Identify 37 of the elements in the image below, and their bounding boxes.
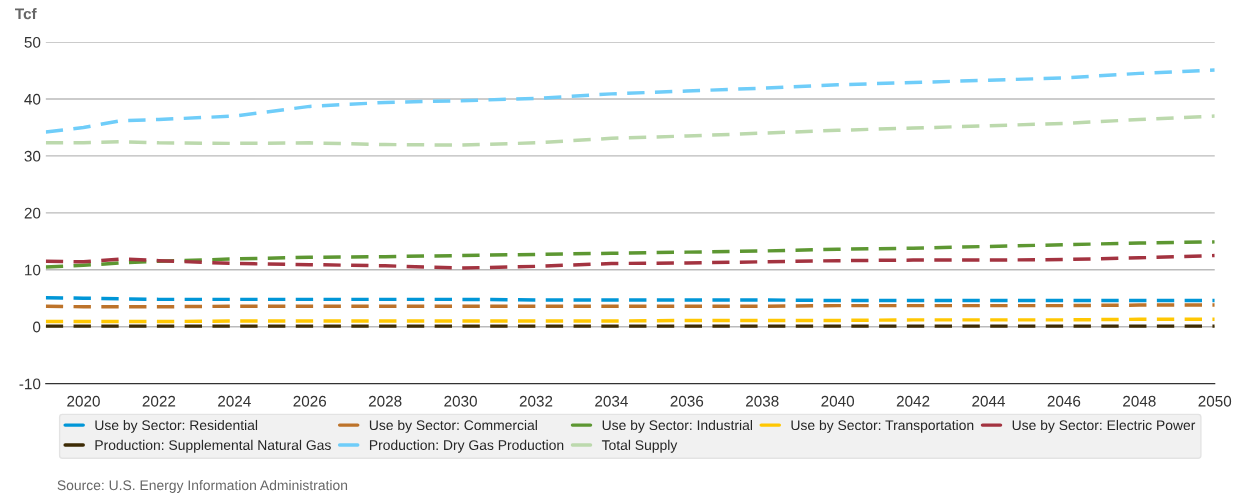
y-tick-label: 30 — [24, 150, 41, 162]
x-tick-label: 2048 — [1123, 395, 1156, 407]
y-tick-label: -10 — [19, 378, 41, 390]
x-tick-label: 2030 — [444, 395, 477, 407]
x-tick-label: 2026 — [293, 395, 327, 407]
x-tick-label: 2044 — [972, 395, 1006, 407]
y-tick-label: 20 — [24, 207, 41, 219]
x-tick-label: 2038 — [746, 395, 779, 407]
line-series — [45, 253, 1215, 270]
y-axis-title: Tcf — [15, 8, 37, 20]
legend-label: Production: Dry Gas Production — [369, 439, 564, 453]
line-series — [45, 68, 1215, 134]
legend-label: Use by Sector: Residential — [95, 419, 258, 433]
y-tick-label: 50 — [24, 36, 41, 48]
y-tick-label: 40 — [24, 93, 41, 105]
x-tick-label: 2034 — [595, 395, 628, 407]
legend-label: Use by Sector: Transportation — [791, 419, 974, 433]
x-tick-label: 2050 — [1198, 395, 1232, 407]
x-tick-label: 2040 — [821, 395, 855, 407]
x-tick-label: 2046 — [1047, 395, 1081, 407]
legend-label: Use by Sector: Electric Power — [1012, 419, 1196, 433]
legend-label: Use by Sector: Industrial — [602, 419, 752, 433]
legend-label: Use by Sector: Commercial — [369, 419, 537, 433]
line-series — [45, 240, 1215, 269]
x-tick-label: 2036 — [670, 395, 704, 407]
source-note: Source: U.S. Energy Information Administration — [57, 479, 348, 493]
y-tick-label: 10 — [25, 264, 41, 276]
y-tick-label: 0 — [33, 321, 41, 333]
x-tick-label: 2024 — [218, 395, 251, 407]
x-tick-label: 2042 — [896, 395, 930, 407]
x-tick-label: 2022 — [142, 395, 176, 407]
line-series — [45, 114, 1215, 147]
legend-label: Production: Supplemental Natural Gas — [95, 439, 331, 453]
x-tick-label: 2020 — [67, 395, 100, 407]
x-tick-label: 2028 — [368, 395, 402, 407]
legend-label: Total Supply — [601, 439, 678, 453]
x-tick-label: 2032 — [519, 395, 553, 407]
